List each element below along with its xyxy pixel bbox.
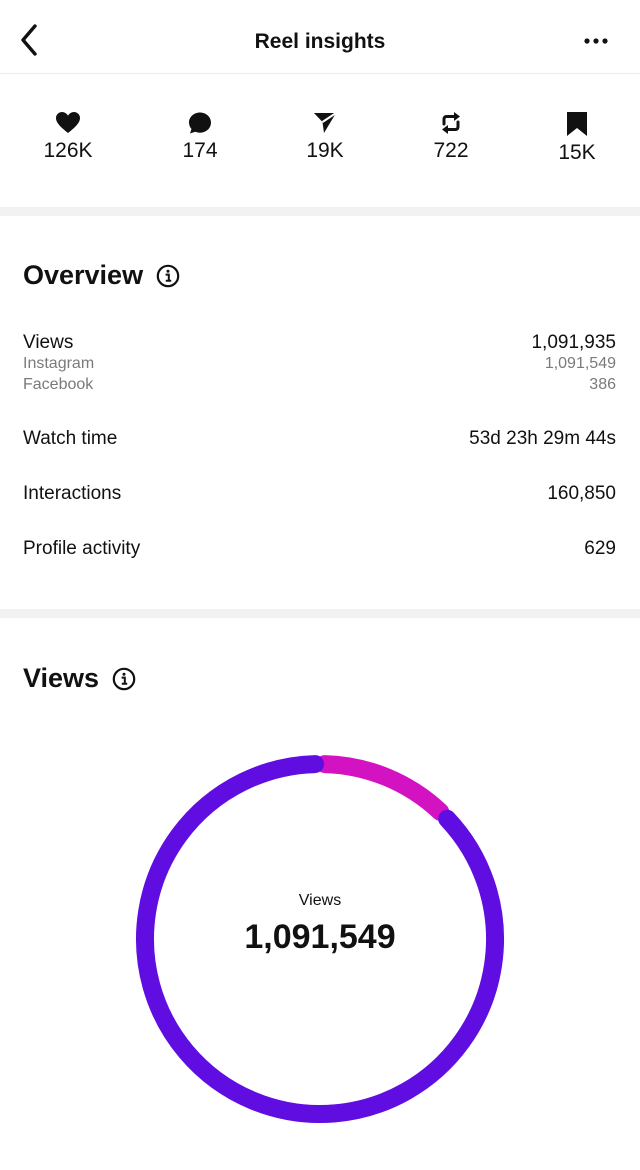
stat-shares[interactable]: 19K: [270, 111, 380, 163]
interactions-row[interactable]: Interactions 160,850: [23, 483, 616, 505]
stat-comments[interactable]: 174: [145, 111, 255, 163]
watch-time-label: Watch time: [23, 428, 118, 449]
comment-icon: [189, 112, 211, 134]
donut-segment-0: [315, 755, 450, 821]
top-bar: Reel insights: [0, 0, 640, 74]
engagement-stats: 126K 174 19K 722 15K: [0, 75, 640, 207]
views-label: Views: [23, 332, 74, 353]
facebook-value: 386: [589, 376, 616, 393]
interactions-label: Interactions: [23, 483, 122, 504]
views-info-button[interactable]: [112, 667, 136, 691]
views-donut-chart: [136, 755, 504, 1123]
stat-likes[interactable]: 126K: [13, 111, 123, 163]
shares-count: 19K: [306, 139, 344, 162]
page-title: Reel insights: [254, 30, 386, 53]
chevron-left-icon: [21, 24, 37, 56]
saves-count: 15K: [558, 141, 596, 164]
instagram-value: 1,091,549: [544, 355, 616, 372]
bookmark-icon: [567, 112, 587, 136]
profile-activity-row[interactable]: Profile activity 629: [23, 538, 616, 560]
profile-activity-label: Profile activity: [23, 538, 141, 559]
info-icon: [112, 667, 136, 690]
instagram-row: Instagram 1,091,549: [23, 355, 616, 373]
comments-count: 174: [182, 139, 218, 162]
donut-segment-1: [136, 755, 504, 1123]
overview-title: Overview: [23, 260, 144, 290]
share-icon: [314, 112, 337, 133]
interactions-value: 160,850: [547, 483, 616, 504]
watch-time-row[interactable]: Watch time 53d 23h 29m 44s: [23, 428, 616, 450]
facebook-label: Facebook: [23, 376, 94, 393]
donut-center-value: 1,091,549: [244, 918, 396, 956]
stat-reposts[interactable]: 722: [396, 111, 506, 163]
profile-activity-value: 629: [584, 538, 616, 559]
donut-center-label: Views: [298, 892, 342, 909]
heart-icon: [56, 112, 80, 133]
likes-count: 126K: [43, 139, 93, 162]
views-value: 1,091,935: [531, 332, 616, 353]
reposts-count: 722: [433, 139, 469, 162]
back-button[interactable]: [12, 20, 46, 60]
more-options-button[interactable]: [576, 24, 616, 58]
info-icon: [156, 264, 180, 287]
section-divider: [0, 207, 640, 216]
instagram-label: Instagram: [23, 355, 95, 372]
overview-header: Overview: [23, 260, 180, 291]
more-horizontal-icon: [584, 38, 608, 44]
overview-info-button[interactable]: [156, 264, 180, 288]
section-divider: [0, 609, 640, 618]
views-section-title: Views: [23, 663, 100, 693]
stat-saves[interactable]: 15K: [522, 111, 632, 165]
views-row[interactable]: Views 1,091,935: [23, 332, 616, 354]
repost-icon: [442, 112, 460, 134]
views-header: Views: [23, 663, 136, 694]
facebook-row: Facebook 386: [23, 376, 616, 394]
watch-time-value: 53d 23h 29m 44s: [469, 428, 616, 449]
